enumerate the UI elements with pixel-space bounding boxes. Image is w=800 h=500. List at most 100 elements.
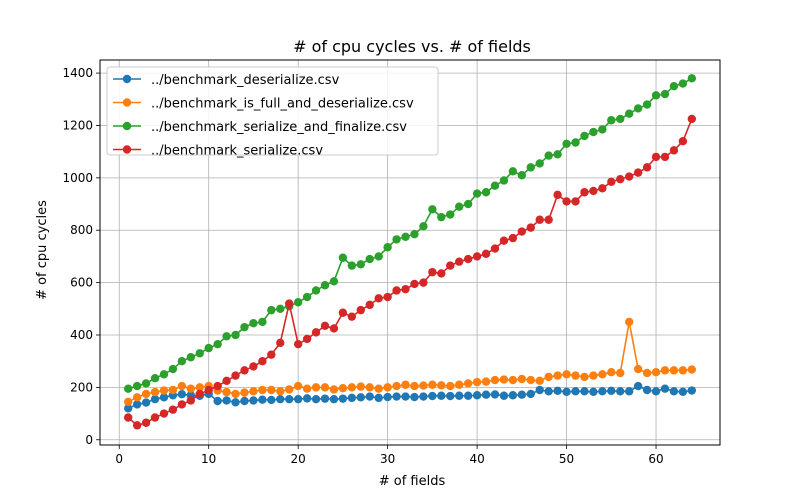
data-point <box>132 393 142 402</box>
data-point <box>517 171 527 180</box>
data-point <box>472 391 482 400</box>
data-point <box>249 362 258 371</box>
data-point <box>544 151 553 160</box>
data-point <box>517 374 527 384</box>
data-point <box>141 418 151 427</box>
data-point <box>580 372 589 382</box>
data-point <box>347 393 357 403</box>
data-point <box>365 392 374 401</box>
data-point <box>311 286 321 295</box>
data-point <box>678 79 688 88</box>
data-point <box>472 377 482 387</box>
data-point <box>642 385 652 395</box>
data-point <box>598 370 607 379</box>
data-point <box>311 383 321 392</box>
data-point <box>195 383 204 392</box>
y-tick-label: 1400 <box>62 66 93 80</box>
data-point <box>347 261 357 270</box>
data-point <box>338 253 348 262</box>
data-point <box>320 321 330 331</box>
series-1 <box>123 381 697 413</box>
data-point <box>669 81 679 91</box>
legend-label: ../benchmark_serialize_and_finalize.csv <box>151 120 407 135</box>
data-point <box>267 350 276 359</box>
data-point <box>374 384 383 393</box>
data-point <box>589 387 598 397</box>
data-point <box>428 267 437 277</box>
data-point <box>320 383 330 392</box>
series-line <box>127 118 693 427</box>
data-point <box>150 374 160 383</box>
series-3 <box>123 74 697 393</box>
data-point <box>383 383 392 392</box>
data-point <box>446 381 455 391</box>
data-point <box>428 205 437 214</box>
data-point <box>132 421 142 430</box>
data-point <box>293 339 303 349</box>
data-point <box>660 152 670 162</box>
data-point <box>410 381 419 391</box>
data-point <box>186 353 196 362</box>
data-point <box>669 146 679 155</box>
data-point <box>195 349 204 358</box>
data-point <box>687 74 697 83</box>
data-point <box>356 393 365 402</box>
data-point <box>356 260 365 269</box>
data-point <box>508 391 518 400</box>
y-tick-label: 200 <box>70 380 93 394</box>
data-point <box>168 405 178 414</box>
data-point <box>258 317 267 327</box>
legend-label: ../benchmark_deserialize.csv <box>151 73 340 88</box>
data-point <box>472 189 482 198</box>
data-point <box>267 395 276 405</box>
data-point <box>607 386 616 395</box>
data-point <box>571 138 580 147</box>
data-point <box>231 389 240 399</box>
data-point <box>580 131 589 141</box>
data-point <box>607 177 616 186</box>
data-point <box>222 396 231 405</box>
data-point <box>660 366 670 375</box>
data-point <box>258 385 267 395</box>
data-point <box>177 356 187 366</box>
data-point <box>678 366 688 375</box>
legend-item: ../benchmark_deserialize.csv <box>113 73 340 88</box>
legend-marker <box>122 98 132 107</box>
data-point <box>231 398 240 407</box>
data-point <box>562 139 571 149</box>
data-point <box>213 396 222 406</box>
data-point <box>329 385 339 394</box>
data-point <box>580 188 589 197</box>
data-point <box>285 394 294 404</box>
data-point <box>150 394 160 404</box>
data-point <box>660 89 670 99</box>
data-point <box>410 279 419 289</box>
data-point <box>392 286 401 295</box>
data-point <box>293 394 303 404</box>
data-point <box>213 339 222 349</box>
data-point <box>320 394 330 403</box>
data-point <box>159 386 169 395</box>
data-point <box>526 375 535 385</box>
data-point <box>455 391 464 400</box>
data-point <box>544 215 553 224</box>
data-point <box>490 375 500 385</box>
data-point <box>123 413 133 422</box>
data-point <box>535 385 544 395</box>
data-point <box>687 114 697 124</box>
data-point <box>365 254 374 264</box>
data-point <box>508 167 518 176</box>
data-point <box>222 387 231 397</box>
y-tick-label: 1200 <box>62 118 93 132</box>
data-point <box>123 384 133 393</box>
data-point <box>249 396 258 405</box>
data-point <box>589 127 598 137</box>
y-tick-label: 400 <box>70 328 93 342</box>
data-point <box>437 381 446 390</box>
data-point <box>338 383 348 393</box>
legend-item: ../benchmark_is_full_and_deserialize.csv <box>113 97 414 112</box>
data-point <box>633 104 643 113</box>
data-point <box>383 243 392 252</box>
